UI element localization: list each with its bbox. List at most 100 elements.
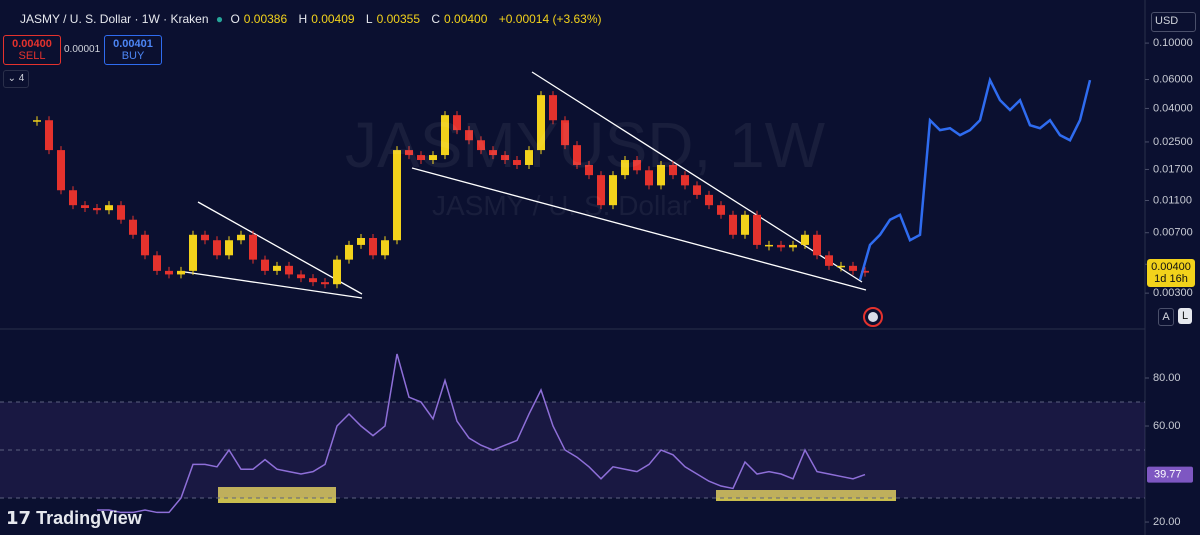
candle xyxy=(573,145,581,165)
symbol-header: JASMY / U. S. Dollar · 1W · Kraken ● O 0.… xyxy=(20,12,602,26)
trendline xyxy=(411,167,867,291)
ohlc-label: O xyxy=(230,12,240,26)
rsi-line xyxy=(97,353,866,514)
candle xyxy=(837,265,845,268)
candle xyxy=(597,175,605,206)
y-tick-label: 20.00 xyxy=(1153,516,1181,528)
candle xyxy=(381,240,389,256)
candle xyxy=(681,175,689,186)
candle xyxy=(333,259,341,285)
candle xyxy=(93,208,101,211)
candle xyxy=(657,164,665,186)
candle xyxy=(477,140,485,151)
candle xyxy=(441,115,449,156)
candle xyxy=(393,150,401,241)
candle xyxy=(693,185,701,195)
sell-button[interactable]: 0.00400 SELL xyxy=(3,35,61,65)
highlight xyxy=(218,487,336,503)
candle xyxy=(225,240,233,256)
candle xyxy=(165,270,173,275)
y-tick-label: 60.00 xyxy=(1153,420,1181,432)
candle xyxy=(129,219,137,235)
candle xyxy=(237,234,245,241)
price-tag-value: 0.00400 xyxy=(1151,260,1191,273)
candle xyxy=(513,160,521,165)
brand-name: TradingView xyxy=(36,508,142,528)
candle xyxy=(849,265,857,271)
candle xyxy=(273,265,281,271)
candle xyxy=(453,115,461,131)
candle xyxy=(645,170,653,186)
candle xyxy=(429,155,437,161)
watermark-sub: JASMY / U. S. Dollar xyxy=(432,190,692,221)
candle xyxy=(321,282,329,285)
trendlines xyxy=(184,71,867,299)
candle xyxy=(249,234,257,260)
symbol[interactable]: JASMY / U. S. Dollar · 1W · Kraken xyxy=(20,12,209,26)
candle xyxy=(621,160,629,176)
candle xyxy=(405,150,413,156)
candle xyxy=(549,95,557,121)
candle xyxy=(261,259,269,271)
candle xyxy=(705,194,713,206)
candle xyxy=(153,255,161,271)
candle xyxy=(753,214,761,245)
ohlc-value: 0.00386 xyxy=(243,12,288,26)
event-icon[interactable] xyxy=(863,307,883,327)
y-tick-label: 0.06000 xyxy=(1153,73,1193,85)
candle xyxy=(213,240,221,256)
candle xyxy=(189,234,197,271)
y-tick-label: 80.00 xyxy=(1153,372,1181,384)
currency-select[interactable]: USD xyxy=(1151,12,1196,32)
y-tick-label: 0.01700 xyxy=(1153,163,1193,175)
y-tick-label: 0.01100 xyxy=(1153,194,1192,206)
ohlc-label: L xyxy=(365,12,373,26)
indicator-count: 4 xyxy=(18,73,25,84)
candle xyxy=(117,205,125,220)
candle xyxy=(345,244,353,260)
candle xyxy=(585,164,593,176)
trendline xyxy=(184,271,363,299)
ohlc-value: 0.00409 xyxy=(311,12,355,26)
ohlc-label: H xyxy=(298,12,308,26)
buy-label: BUY xyxy=(121,50,145,62)
candle xyxy=(861,270,869,273)
candle xyxy=(729,214,737,235)
indicator-toggle[interactable]: ⌄ 4 xyxy=(3,70,29,88)
y-tick-label: 0.04000 xyxy=(1153,102,1193,114)
candle xyxy=(765,244,773,247)
candle xyxy=(669,164,677,176)
watermark: JASMYUSD, 1W xyxy=(345,109,826,181)
y-tick-label: 0.02500 xyxy=(1153,136,1193,148)
candle xyxy=(297,274,305,279)
buy-price: 0.00401 xyxy=(113,38,153,50)
candle xyxy=(501,155,509,161)
candle xyxy=(369,238,377,256)
candle xyxy=(633,160,641,171)
auto-scale-button[interactable]: A xyxy=(1158,308,1174,326)
candle xyxy=(81,205,89,209)
candle xyxy=(777,244,785,248)
log-scale-button[interactable]: L xyxy=(1178,308,1192,324)
candle xyxy=(57,150,65,191)
spread: 0.00001 xyxy=(64,44,101,55)
candle xyxy=(741,214,749,235)
buy-button[interactable]: 0.00401 BUY xyxy=(104,35,162,65)
y-tick-label: 0.10000 xyxy=(1153,37,1193,49)
change: +0.00014 (+3.63%) xyxy=(498,12,602,26)
candle xyxy=(285,265,293,275)
price-tag: 0.00400 1d 16h xyxy=(1147,258,1195,287)
candle xyxy=(537,95,545,151)
rsi-value-label: 39.77 xyxy=(1154,468,1182,480)
candle xyxy=(201,234,209,241)
candle xyxy=(105,205,113,211)
trendline xyxy=(531,71,863,283)
ohlc-open: O 0.00386 xyxy=(230,12,291,26)
event-icon-inner xyxy=(868,312,878,322)
candle xyxy=(525,150,533,165)
y-tick-label: 0.00700 xyxy=(1153,227,1193,239)
candle xyxy=(141,234,149,256)
